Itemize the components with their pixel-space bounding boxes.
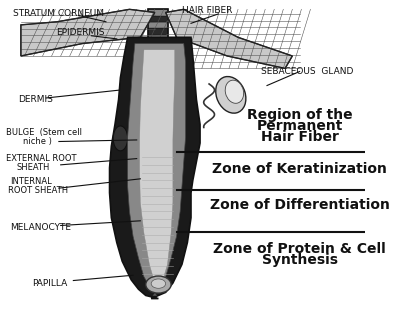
Text: niche ): niche ) (23, 137, 51, 146)
Bar (148, 35, 168, 41)
Bar (148, 67, 168, 73)
Bar (148, 9, 168, 149)
Text: STRATUM CORNEUM: STRATUM CORNEUM (14, 10, 105, 18)
Ellipse shape (113, 126, 128, 151)
Text: BULGE  (Stem cell: BULGE (Stem cell (6, 128, 83, 137)
Text: PAPILLA: PAPILLA (32, 279, 67, 287)
Bar (148, 48, 168, 54)
Ellipse shape (151, 279, 166, 288)
Bar (148, 9, 168, 16)
Bar (148, 28, 168, 35)
Bar (148, 98, 168, 105)
Polygon shape (128, 44, 186, 295)
Text: MELANOCYTE: MELANOCYTE (10, 223, 71, 231)
Text: Zone of Protein & Cell: Zone of Protein & Cell (213, 242, 386, 256)
Bar (148, 41, 168, 48)
Polygon shape (166, 9, 292, 68)
Text: HAIR FIBER: HAIR FIBER (182, 7, 233, 15)
Bar (148, 73, 168, 79)
Bar (148, 79, 168, 86)
Text: SEBACEOUS  GLAND: SEBACEOUS GLAND (261, 67, 353, 76)
Bar (148, 124, 168, 130)
Text: ROOT SHEATH: ROOT SHEATH (8, 186, 68, 195)
Text: Permanent: Permanent (257, 119, 343, 133)
Polygon shape (140, 50, 175, 289)
Bar (148, 137, 168, 143)
Bar (148, 130, 168, 137)
Bar (148, 92, 168, 98)
Bar (148, 105, 168, 111)
Bar (148, 118, 168, 124)
Ellipse shape (146, 276, 171, 293)
Polygon shape (21, 9, 155, 56)
Text: SHEATH: SHEATH (17, 163, 50, 171)
Text: INTERNAL: INTERNAL (10, 178, 52, 186)
Text: Zone of Differentiation: Zone of Differentiation (209, 198, 389, 212)
Bar (148, 60, 168, 67)
Polygon shape (110, 37, 200, 299)
Bar (148, 16, 168, 22)
Text: DERMIS: DERMIS (18, 95, 53, 104)
Text: EXTERNAL ROOT: EXTERNAL ROOT (6, 154, 76, 163)
Text: Region of the: Region of the (247, 108, 352, 122)
Bar (148, 22, 168, 28)
Text: Hair Fiber: Hair Fiber (261, 130, 338, 144)
Text: Zone of Keratinization: Zone of Keratinization (212, 162, 387, 177)
Bar (148, 111, 168, 118)
Ellipse shape (225, 80, 244, 103)
Bar (148, 143, 168, 149)
Text: EPIDERMIS: EPIDERMIS (56, 28, 105, 37)
Ellipse shape (216, 77, 246, 113)
Bar (148, 86, 168, 92)
Text: Synthesis: Synthesis (262, 253, 338, 267)
Bar (148, 54, 168, 60)
